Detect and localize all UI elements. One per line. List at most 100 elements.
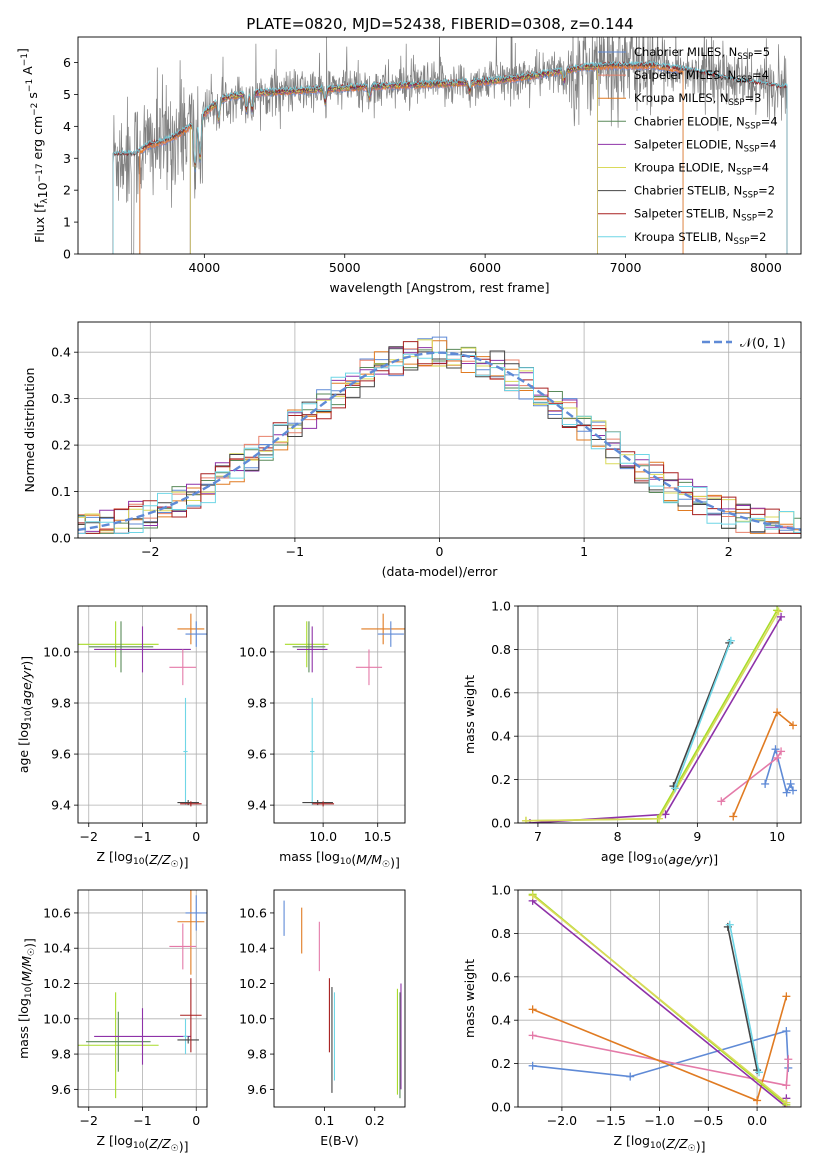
y-axis-label-part: mass weight (462, 675, 477, 754)
y-tick-label: 0.8 (491, 642, 511, 657)
legend-entry-sub: SSP (741, 214, 757, 224)
axes-frame (77, 36, 802, 255)
series-line-kroupa_stelib (674, 640, 732, 789)
axes-frame (77, 605, 208, 824)
legend-entry-text: Chabrier ELODIE, N (634, 114, 745, 128)
legend-entry-tail: =2 (758, 184, 775, 198)
legend-entry-text: Chabrier MILES, N (634, 45, 737, 59)
x-tick-label: −1 (133, 1113, 151, 1128)
x-axis-label-part: 10 (133, 1141, 145, 1151)
y-tick-label: 3 (63, 151, 71, 166)
series-line-kroupa_stelib (729, 924, 760, 1073)
x-tick-label: 0.2 (365, 1113, 385, 1128)
x-axis-label-part: )] (179, 1139, 189, 1154)
series-line-kroupa_elodie (532, 894, 787, 1104)
x-axis-label-part: E(B-V) (320, 1133, 359, 1148)
x-tick-label: −0.5 (693, 1113, 723, 1128)
spectrum-model-line-kroupa_stelib (112, 60, 788, 254)
y-tick-label: 9.6 (51, 747, 71, 762)
axes-frame (273, 889, 406, 1108)
y-tick-label: 10.0 (43, 1011, 71, 1026)
x-axis-label-part: Z [log (614, 1133, 650, 1148)
x-axis-label: Z [log10(Z/Z☉)] (97, 1133, 189, 1154)
x-axis-label: age [log10(age/yr)] (601, 849, 718, 867)
legend-entry-text: Salpeter STELIB, N (634, 207, 741, 221)
legend-entry-sub: SSP (737, 52, 753, 62)
x-axis-label-part: ( (144, 1136, 149, 1151)
x-tick-label: 4000 (188, 260, 220, 275)
histogram-step-kroupa_miles (78, 340, 801, 534)
panel-age_vs_z: −2 −1 09.49.69.810.0Z [log10(Z/Z☉)]age [lo… (16, 605, 208, 870)
plot-area-age_vs_mass (284, 613, 405, 807)
y-tick-label: 0.0 (491, 816, 511, 831)
y-axis-label-part: mass [log (16, 998, 31, 1059)
y-tick-label: 0.2 (491, 772, 511, 787)
y-axis-label: mass weight (462, 959, 477, 1038)
y-axis-label-part: ( (19, 982, 34, 987)
x-axis-label: Z [log10(Z/Z☉)] (97, 849, 189, 870)
plot-area-mass_vs_z (78, 890, 207, 1099)
y-tick-label: 0.8 (491, 926, 511, 941)
x-tick-label: 8 (614, 829, 622, 844)
y-tick-label: 0.4 (491, 1013, 511, 1028)
series-line-chabrier_stelib (672, 642, 731, 787)
legend-entry: Salpeter ELODIE, NSSP=4 (634, 137, 777, 154)
x-tick-label: 0 (192, 829, 200, 844)
y-tick-label: 10.2 (43, 976, 71, 991)
y-axis-label-part: ☉ (27, 948, 37, 956)
x-tick-label: 9 (693, 829, 701, 844)
x-tick-label: 6000 (469, 260, 501, 275)
axes-frame (517, 605, 802, 824)
x-axis-label-part: 10 (340, 857, 352, 867)
x-axis-label-part: M/M (356, 852, 382, 867)
y-tick-label: 0.3 (51, 391, 71, 406)
y-tick-label: 9.6 (51, 1082, 71, 1097)
axes-frame (77, 889, 208, 1108)
x-axis-label-part: Z/Z (148, 1136, 171, 1151)
panel-mass_vs_ebv: 0.1 0.2 9.6 9.8 10.0 10.2 10.4 10.6 E(B-V) (239, 889, 406, 1148)
legend-entry-tail: =4 (761, 114, 778, 128)
x-tick-label: −2 (141, 544, 159, 559)
y-axis-label-part: 10 (35, 182, 50, 198)
legend-entry: Chabrier ELODIE, NSSP=4 (634, 114, 778, 131)
legend-entry-tail: =4 (760, 137, 777, 151)
plot-area-weight_vs_age (521, 606, 798, 823)
x-axis-label-part: )] (179, 855, 189, 870)
legend-entry: Chabrier STELIB, NSSP=2 (634, 184, 775, 201)
x-tick-label: 8000 (750, 260, 782, 275)
y-tick-label: 9.6 (247, 747, 267, 762)
legend-entry-text: Kroupa STELIB, N (634, 230, 734, 244)
spectrum-data-line (112, 37, 788, 254)
x-axis-label: E(B-V) (320, 1133, 359, 1148)
y-tick-label: 10.6 (239, 905, 267, 920)
y-tick-label: 0.2 (491, 1056, 511, 1071)
x-axis-label: mass [log10(M/M☉)] (279, 849, 400, 870)
y-tick-label: 2 (63, 183, 71, 198)
legend-entry-text: Salpeter MILES, N (634, 68, 736, 82)
y-axis-label-part: −2 (30, 103, 40, 116)
legend-entry-sub: SSP (742, 191, 758, 201)
y-axis-label-part: mass weight (462, 959, 477, 1038)
y-tick-label: 0.6 (491, 969, 511, 984)
y-tick-label: 9.8 (51, 1047, 71, 1062)
x-tick-label: −1.0 (644, 1113, 674, 1128)
y-tick-label: 1.0 (491, 599, 511, 614)
x-axis-label-part: Z [log (97, 1133, 133, 1148)
x-tick-label: 7000 (610, 260, 642, 275)
plot-area-mass_vs_ebv (283, 900, 402, 1099)
y-axis-label-part: −1 (20, 53, 30, 66)
x-axis-label-part: ( (663, 852, 668, 867)
legend-entry-sub: SSP (745, 121, 761, 131)
x-axis-label-part: ☉ (171, 860, 179, 870)
y-tick-label: 10.4 (43, 941, 71, 956)
y-axis-label-part: 10 (24, 710, 34, 722)
y-tick-label: 10.0 (239, 644, 267, 659)
histogram-step-kroupa_elodie (78, 339, 801, 534)
x-axis-label: wavelength [Angstrom, rest frame] (329, 280, 549, 295)
x-tick-label: 0 (192, 1113, 200, 1128)
x-axis-label-part: Z/Z (665, 1136, 688, 1151)
y-tick-label: 0.4 (51, 345, 71, 360)
x-axis-label-part: 10 (650, 1141, 662, 1151)
y-axis-label-part: age [log (16, 722, 31, 773)
